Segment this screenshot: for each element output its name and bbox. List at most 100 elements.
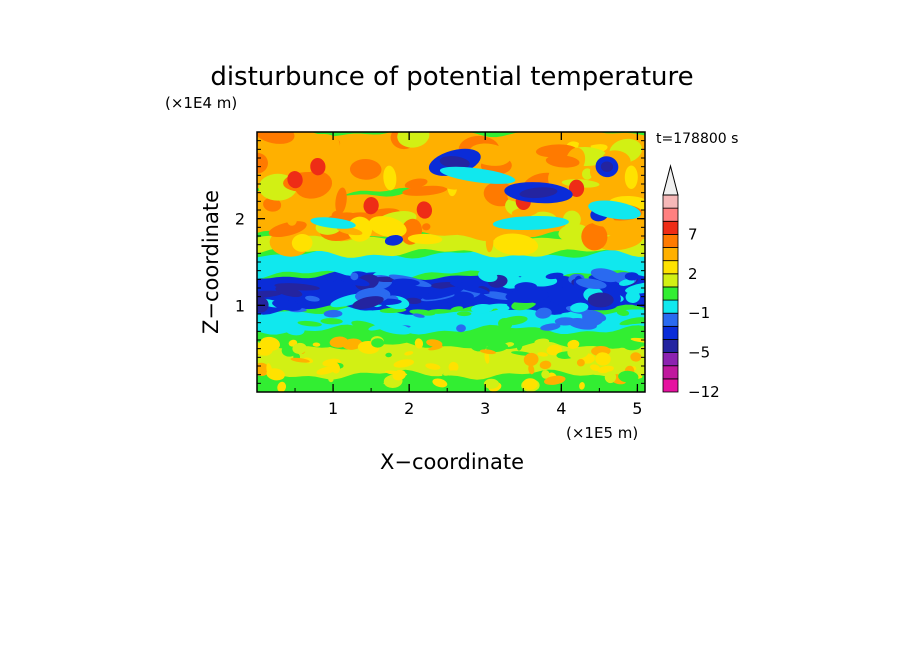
colorbar-cell-15: [662, 194, 679, 209]
field-feature-89: [567, 339, 580, 349]
colorbar-cell-14: [662, 207, 679, 222]
field-feature-53: [368, 374, 386, 385]
field-feature-177: [514, 282, 538, 292]
y-tick-label-1: 1: [235, 296, 245, 315]
field-feature-296: [588, 200, 641, 220]
colorbar-cell-12: [662, 233, 679, 248]
field-feature-75: [290, 357, 310, 363]
field-feature-54: [331, 362, 341, 374]
field-feature-51: [415, 357, 431, 362]
x-tick-label-4: 4: [556, 399, 566, 418]
field-feature-250: [349, 159, 382, 180]
field-feature-98: [450, 306, 463, 312]
field-feature-7: [579, 382, 585, 390]
field-feature-297: [310, 217, 356, 229]
field-feature-60: [539, 360, 552, 370]
y-axis-label: Z−coordinate: [199, 190, 223, 334]
field-feature-17: [432, 378, 448, 388]
field-feature-74: [266, 368, 285, 381]
field-feature-285: [363, 197, 379, 215]
field-feature-22: [404, 351, 414, 356]
field-feature-275: [291, 234, 313, 252]
field-feature-61: [292, 342, 307, 354]
field-feature-78: [371, 338, 385, 348]
field-feature-115: [494, 304, 510, 311]
field-feature-30: [576, 358, 585, 367]
x-scale-note: (×1E5 m): [566, 424, 638, 442]
colorbar-cell-7: [662, 299, 679, 314]
field-feature-73: [618, 370, 639, 383]
field-feature-90: [630, 352, 642, 362]
field-feature-59: [414, 338, 424, 349]
field-feature-14: [316, 366, 336, 375]
field-blobs: [257, 132, 645, 392]
colorbar: −12−5−127: [662, 164, 720, 401]
field-feature-259: [511, 207, 538, 218]
field-feature-126: [412, 313, 425, 318]
field-feature-3: [486, 342, 509, 353]
field-feature-50: [329, 336, 349, 348]
field-feature-125: [623, 318, 645, 325]
field-feature-20: [523, 352, 539, 367]
field-feature-144: [257, 290, 283, 299]
colorbar-cell-3: [662, 352, 679, 367]
colorbar-cell-9: [662, 273, 679, 288]
field-feature-265: [298, 134, 330, 150]
colorbar-label-10: 2: [688, 265, 698, 283]
field-feature-107: [616, 309, 630, 316]
field-feature-260: [263, 197, 282, 212]
field-band-3: [257, 325, 645, 349]
field-feature-104: [297, 320, 322, 327]
field-feature-186: [624, 272, 639, 281]
field-feature-229: [598, 232, 643, 251]
field-feature-172: [272, 299, 302, 311]
field-feature-95: [456, 311, 472, 317]
field-feature-191: [449, 281, 490, 294]
field-feature-192: [325, 272, 338, 282]
field-feature-171: [337, 275, 370, 287]
field-feature-21: [392, 353, 407, 360]
field-feature-283: [416, 201, 433, 219]
field-feature-274: [535, 144, 577, 158]
x-tick-label-5: 5: [632, 399, 642, 418]
field-feature-178: [350, 272, 359, 281]
field-feature-67: [589, 364, 601, 371]
field-feature-71: [483, 378, 500, 389]
field-feature-262: [257, 132, 295, 144]
field-feature-196: [391, 278, 420, 287]
field-feature-44: [448, 361, 459, 373]
field-feature-27: [312, 342, 321, 347]
field-feature-189: [587, 292, 614, 308]
colorbar-cell-4: [662, 339, 679, 354]
field-feature-251: [624, 165, 638, 190]
contour-field: [257, 132, 645, 392]
field-feature-70: [528, 364, 535, 375]
colorbar-cell-5: [662, 325, 679, 340]
colorbar-label-7: −1: [688, 304, 710, 322]
field-feature-182: [422, 286, 465, 300]
colorbar-label-1: −12: [688, 383, 720, 401]
field-feature-268: [268, 221, 307, 238]
field-feature-29: [597, 365, 614, 374]
field-feature-112: [570, 302, 589, 313]
field-feature-169: [405, 297, 422, 305]
field-feature-128: [498, 318, 513, 330]
field-feature-200: [478, 269, 498, 283]
field-feature-110: [320, 318, 343, 325]
field-feature-292: [439, 156, 470, 169]
x-tick-label-2: 2: [404, 399, 414, 418]
field-feature-184: [275, 286, 303, 298]
field-feature-114: [323, 309, 343, 318]
field-feature-273: [286, 214, 297, 226]
field-feature-80: [479, 349, 496, 355]
field-feature-62: [484, 350, 490, 364]
field-feature-280: [545, 155, 580, 168]
field-feature-266: [404, 178, 428, 189]
colorbar-cell-13: [662, 220, 679, 235]
field-feature-173: [305, 295, 320, 302]
field-feature-121: [359, 314, 396, 325]
field-feature-41: [534, 338, 550, 346]
x-tick-label-3: 3: [480, 399, 490, 418]
colorbar-cell-2: [662, 365, 679, 380]
